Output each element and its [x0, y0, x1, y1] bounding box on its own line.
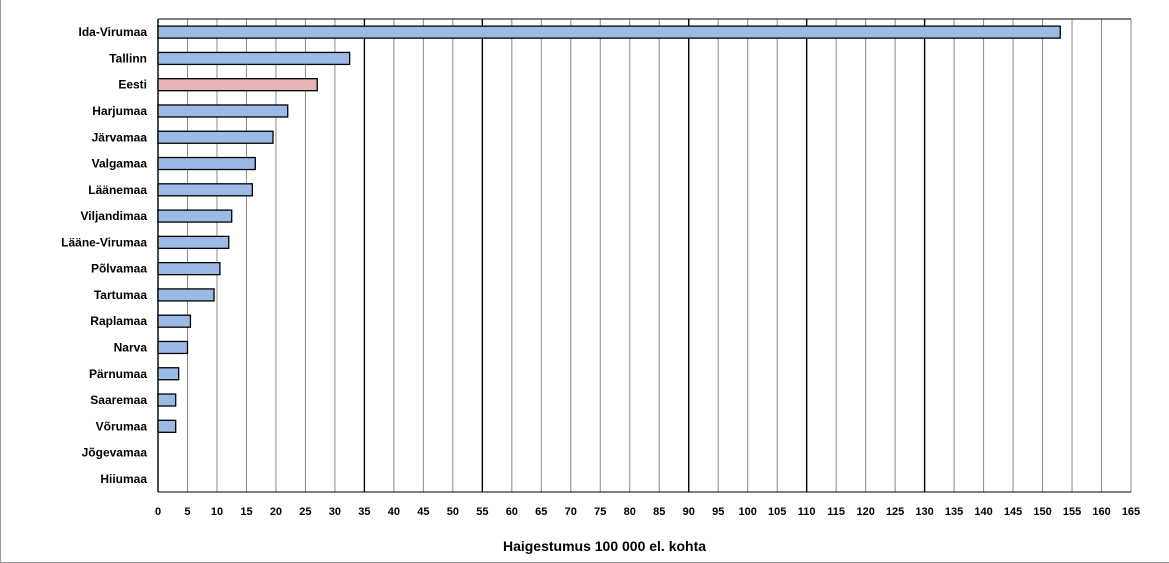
x-tick-label-25: 25: [299, 506, 311, 518]
category-label: Tartumaa: [94, 288, 147, 302]
category-label: Jõgevamaa: [82, 446, 148, 460]
category-label: Järvamaa: [92, 130, 148, 144]
x-tick-label-155: 155: [1063, 506, 1081, 518]
x-tick-label-150: 150: [1033, 506, 1051, 518]
bar-tallinn: [157, 51, 351, 66]
category-label: Hiiumaa: [100, 472, 147, 486]
category-label: Harjumaa: [92, 104, 147, 118]
category-labels: Ida-Virumaa Tallinn Eesti Harjumaa Järvamaa V…: [61, 25, 147, 486]
bar-narva: [157, 340, 189, 355]
x-tick-label-55: 55: [476, 506, 488, 518]
x-tick-label-110: 110: [798, 506, 816, 518]
x-tick-label-5: 5: [184, 506, 190, 518]
x-tick-label-50: 50: [447, 506, 459, 518]
x-tick-label-20: 20: [270, 506, 282, 518]
x-tick-label-65: 65: [535, 506, 547, 518]
x-tick-label-85: 85: [653, 506, 665, 518]
x-tick-label-125: 125: [886, 506, 904, 518]
bar-põlvamaa: [157, 261, 221, 276]
bar-ida-virumaa: [157, 25, 1061, 39]
x-axis-title: Haigestumus 100 000 el. kohta: [503, 538, 706, 554]
x-tick-label-115: 115: [827, 506, 845, 518]
x-tick-label-145: 145: [1004, 506, 1022, 518]
bar-raplamaa: [157, 314, 192, 328]
x-tick-label-100: 100: [739, 506, 757, 518]
bar-võrumaa: [157, 419, 177, 433]
x-tick-label-95: 95: [712, 506, 724, 518]
x-tick-label-105: 105: [768, 506, 786, 518]
category-label: Ida-Virumaa: [79, 25, 148, 39]
category-label: Põlvamaa: [91, 262, 147, 276]
bar-järvamaa: [157, 130, 274, 144]
x-tick-label-135: 135: [945, 506, 963, 518]
x-tick-label-15: 15: [240, 506, 252, 518]
x-tick-label-45: 45: [417, 506, 429, 518]
bar-saaremaa: [157, 393, 177, 407]
bar-valgamaa: [157, 156, 256, 171]
category-label: Eesti: [118, 78, 147, 92]
category-label: Raplamaa: [90, 314, 147, 328]
x-tick-label-70: 70: [565, 506, 577, 518]
x-tick-labels: 0 5 10 15 20 25 30 35 40 45 50 55 60 65 70 75 80 85 90 95 10…: [155, 506, 1140, 518]
x-tick-label-35: 35: [358, 506, 370, 518]
category-label: Viljandimaa: [81, 209, 148, 223]
bars: [157, 25, 1061, 433]
x-tick-label-140: 140: [974, 506, 992, 518]
x-tick-label-165: 165: [1122, 506, 1140, 518]
category-label: Narva: [114, 340, 148, 354]
bar-pärnumaa: [157, 367, 180, 381]
gridlines: [157, 18, 1132, 493]
x-tick-label-10: 10: [211, 506, 223, 518]
x-tick-label-60: 60: [506, 506, 518, 518]
x-tick-label-0: 0: [155, 506, 161, 518]
bar-läänemaa: [157, 183, 254, 197]
x-tick-label-75: 75: [594, 506, 606, 518]
category-label: Valgamaa: [92, 157, 148, 171]
x-tick-label-90: 90: [683, 506, 695, 518]
bar-lääne-virumaa: [157, 235, 230, 250]
bar-viljandimaa: [157, 209, 233, 223]
category-label: Pärnumaa: [89, 367, 147, 381]
x-tick-label-130: 130: [915, 506, 933, 518]
bar-harjumaa: [157, 104, 289, 118]
x-tick-label-30: 30: [329, 506, 341, 518]
x-tick-label-80: 80: [624, 506, 636, 518]
x-tick-label-120: 120: [856, 506, 874, 518]
bar-tartumaa: [157, 288, 215, 302]
x-tick-label-160: 160: [1092, 506, 1110, 518]
category-label: Saaremaa: [90, 393, 147, 407]
category-label: Tallinn: [109, 51, 147, 65]
category-label: Läänemaa: [88, 183, 147, 197]
x-tick-label-40: 40: [388, 506, 400, 518]
category-label: Lääne-Virumaa: [61, 235, 147, 249]
category-label: Võrumaa: [96, 419, 148, 433]
bar-eesti: [157, 78, 318, 92]
